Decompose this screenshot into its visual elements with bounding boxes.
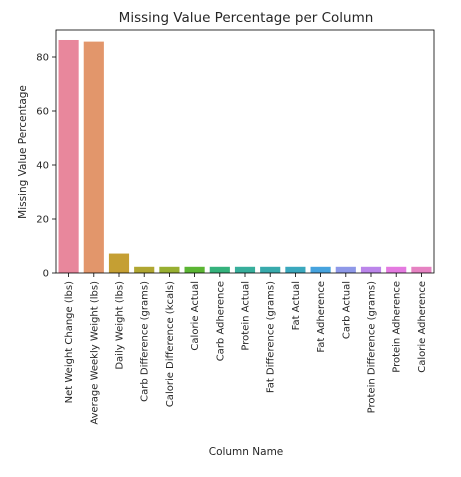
x-tick-label: Calorie Adherence	[417, 281, 428, 373]
y-tick-label: 0	[43, 269, 49, 280]
bar-6	[209, 266, 230, 273]
y-tick-label: 60	[36, 107, 49, 118]
x-tick-label: Average Weekly Weight (lbs)	[89, 281, 100, 425]
x-tick-label: Protein Adherence	[392, 281, 403, 373]
x-tick-label: Calorie Difference (kcals)	[165, 281, 176, 407]
x-tick-label: Carb Difference (grams)	[140, 281, 151, 402]
x-tick-label: Fat Adherence	[316, 281, 327, 353]
y-ticks: 0 20 40 60 80	[36, 53, 56, 280]
x-tick-label: Protein Actual	[241, 281, 252, 351]
bar-3	[134, 266, 155, 273]
bar-7	[234, 266, 256, 273]
bar-0	[58, 39, 79, 273]
y-tick-label: 40	[36, 161, 49, 172]
bar-13	[386, 266, 407, 273]
x-tick-label: Fat Actual	[291, 281, 302, 330]
x-tick-label: Net Weight Change (lbs)	[64, 281, 75, 403]
x-tick-label: Calorie Actual	[190, 281, 201, 351]
x-tick-label: Daily Weight (lbs)	[115, 281, 126, 370]
bar-14	[411, 266, 432, 273]
x-ticks: Net Weight Change (lbs) Average Weekly We…	[64, 273, 428, 425]
y-axis-label: Missing Value Percentage	[17, 85, 29, 219]
bar-10	[310, 266, 331, 273]
x-tick-label: Carb Adherence	[215, 281, 226, 361]
x-tick-label: Carb Actual	[341, 281, 352, 339]
y-tick-label: 80	[36, 53, 49, 64]
bar-11	[335, 266, 356, 273]
chart-title: Missing Value Percentage per Column	[119, 10, 374, 26]
x-tick-label: Fat Difference (grams)	[266, 281, 277, 393]
bar-8	[260, 266, 281, 273]
x-tick-label: Protein Difference (grams)	[367, 281, 378, 413]
axes-layer	[55, 29, 435, 274]
bars-layer	[58, 39, 432, 273]
bar-4	[159, 266, 180, 273]
x-axis-label: Column Name	[209, 446, 284, 458]
bar-5	[184, 266, 205, 273]
bar-9	[285, 266, 306, 273]
bar-1	[83, 41, 104, 273]
plot-frame	[55, 29, 435, 274]
bar-2	[108, 253, 130, 273]
bar-12	[360, 266, 382, 273]
y-tick-label: 20	[36, 215, 49, 226]
